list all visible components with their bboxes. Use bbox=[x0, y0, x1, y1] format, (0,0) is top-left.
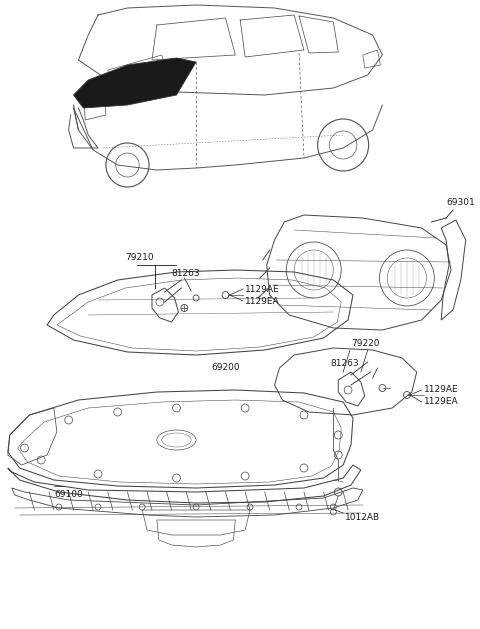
Text: 69200: 69200 bbox=[211, 363, 240, 372]
Text: 1129EA: 1129EA bbox=[423, 398, 458, 406]
Text: 1012AB: 1012AB bbox=[345, 513, 380, 522]
Text: 69301: 69301 bbox=[446, 198, 475, 207]
Text: 1129EA: 1129EA bbox=[245, 296, 280, 306]
Text: 79210: 79210 bbox=[125, 253, 154, 262]
Polygon shape bbox=[73, 58, 196, 108]
Text: 69100: 69100 bbox=[54, 490, 83, 499]
Text: 81263: 81263 bbox=[330, 359, 359, 368]
Text: 79220: 79220 bbox=[351, 339, 380, 348]
Text: 1129AE: 1129AE bbox=[245, 284, 280, 294]
Text: 1129AE: 1129AE bbox=[423, 386, 458, 394]
Text: 81263: 81263 bbox=[171, 269, 200, 278]
